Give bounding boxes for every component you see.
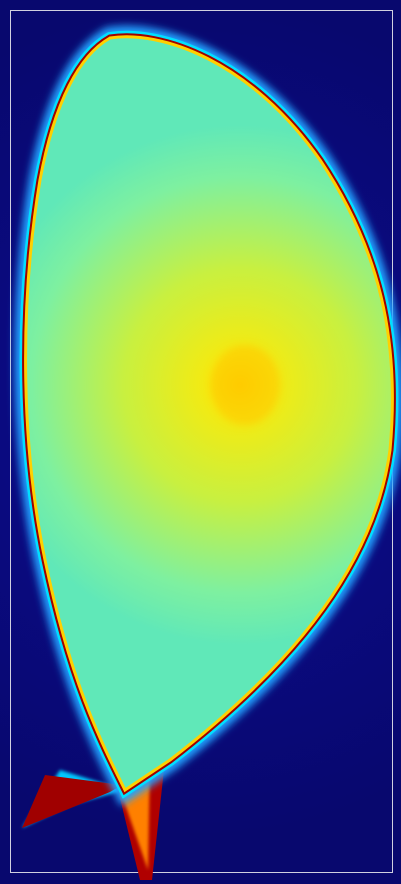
- plasma: [14, 25, 401, 807]
- leg-left: [22, 775, 122, 828]
- hot-spot: [210, 345, 280, 425]
- core: [24, 35, 394, 793]
